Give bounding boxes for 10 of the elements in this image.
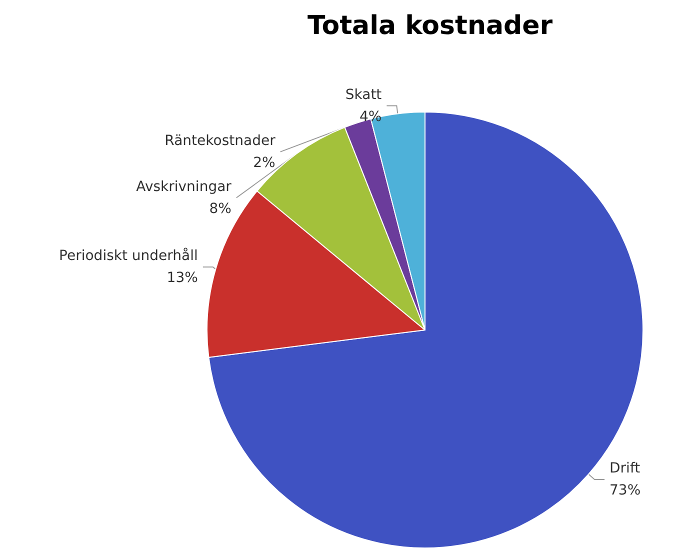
data-label: 2%	[253, 154, 276, 171]
data-label: 13%	[166, 270, 198, 286]
slice-label: Skatt	[345, 86, 382, 103]
data-label: 73%	[610, 482, 641, 498]
slice-label: Periodiskt underhåll	[59, 246, 198, 264]
slice-label: Drift	[610, 460, 641, 476]
slice-label: Avskrivningar	[136, 178, 232, 195]
data-label: 8%	[209, 200, 232, 217]
chart-title: Totala kostnader	[307, 11, 553, 41]
slice-label: Räntekostnader	[164, 132, 276, 149]
